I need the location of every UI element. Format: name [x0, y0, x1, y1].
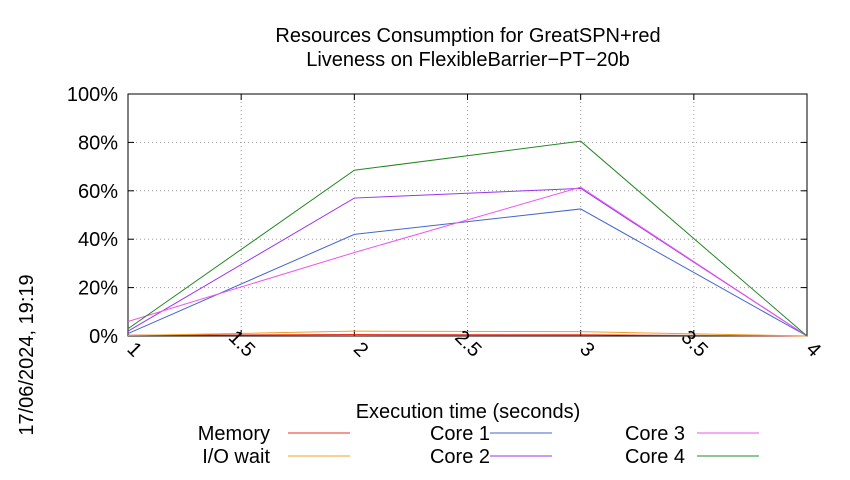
- grid: [127, 93, 808, 337]
- axes: [127, 93, 808, 337]
- y-tick-label: 80%: [78, 132, 118, 154]
- legend-item-core-3: Core 3: [625, 423, 759, 445]
- legend-label: Core 2: [430, 446, 490, 468]
- x-axis-label: Execution time (seconds): [356, 401, 581, 423]
- x-tick-label: 3: [575, 338, 598, 361]
- y-tick-label: 0%: [89, 326, 118, 348]
- legend-label: Core 4: [625, 446, 685, 468]
- series-line-core-4: [127, 140, 808, 337]
- legend-item-core-4: Core 4: [625, 446, 759, 468]
- x-tick-label: 2: [349, 338, 372, 361]
- x-tick-label: 1: [123, 338, 146, 361]
- series-lines: [127, 140, 808, 337]
- series-line-core-3: [127, 186, 808, 337]
- y-tick-label: 20%: [78, 278, 118, 300]
- timestamp-label: 17/06/2024, 19:19: [16, 274, 38, 435]
- x-tick-label: 4: [802, 338, 825, 361]
- legend-item-core-1: Core 1: [430, 423, 552, 445]
- y-tick-label: 100%: [67, 84, 118, 106]
- x-tick-label: 1.5: [224, 326, 259, 361]
- legend-label: Memory: [198, 423, 270, 445]
- legend-label: Core 1: [430, 423, 490, 445]
- series-line-core-2: [127, 187, 808, 337]
- legend-label: I/O wait: [202, 446, 270, 468]
- series-line-i-o-wait: [127, 330, 808, 337]
- y-tick-label: 60%: [78, 181, 118, 203]
- legend-label: Core 3: [625, 423, 685, 445]
- x-tick-label: 3.5: [677, 326, 712, 361]
- chart-title-line-1: Resources Consumption for GreatSPN+red: [275, 25, 660, 47]
- y-tick-label: 40%: [78, 229, 118, 251]
- legend-item-memory: Memory: [198, 423, 350, 445]
- plot-border: [127, 93, 808, 337]
- chart-title-line-2: Liveness on FlexibleBarrier−PT−20b: [306, 49, 630, 71]
- series-line-core-1: [127, 208, 808, 337]
- tick-labels: 1 1.5 2 2.5 3 3.5 40%20%40%60%80%100%: [67, 84, 825, 362]
- legend-item-i-o-wait: I/O wait: [202, 446, 350, 468]
- legend-item-core-2: Core 2: [430, 446, 552, 468]
- series-line-memory: [127, 334, 808, 337]
